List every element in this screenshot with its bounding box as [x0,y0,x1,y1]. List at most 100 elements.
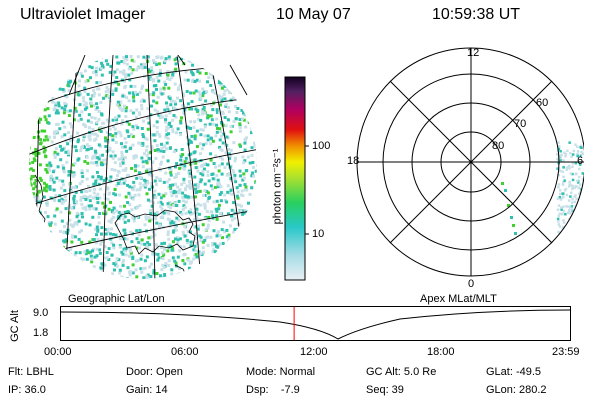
emission-pixel [34,281,37,284]
emission-pixel [29,104,33,108]
emission-pixel [128,193,132,197]
emission-pixel [34,209,38,213]
emission-pixel [220,81,224,85]
emission-pixel [164,261,168,265]
emission-pixel [220,77,224,81]
emission-pixel [62,239,66,243]
emission-pixel [109,154,113,158]
emission-pixel [132,99,136,103]
emission-pixel [134,90,137,94]
emission-pixel [167,237,171,241]
emission-pixel [80,257,84,261]
emission-pixel [72,198,76,202]
emission-pixel [212,162,216,165]
emission-pixel [130,58,134,62]
emission-pixel [29,158,30,162]
emission-pixel [206,134,210,138]
emission-pixel [142,183,146,187]
emission-pixel [232,230,236,234]
emission-pixel [189,55,193,59]
emission-pixel [29,103,33,106]
emission-pixel [200,282,203,285]
emission-pixel [57,104,61,108]
emission-pixel [35,210,39,214]
emission-pixel [37,120,41,124]
emission-pixel [218,274,222,278]
emission-pixel [122,217,126,221]
emission-pixel [188,269,192,273]
emission-pixel [245,67,249,71]
emission-pixel [124,73,128,77]
emission-pixel [237,249,241,253]
emission-pixel [54,111,58,115]
emission-pixel [226,80,230,84]
emission-pixel [158,223,162,227]
polar-emission-pixel [562,205,565,208]
emission-pixel [36,232,40,236]
emission-pixel [262,220,265,223]
emission-pixel [79,261,83,265]
polar-emission-pixel [567,210,571,213]
emission-pixel [164,192,168,196]
emission-pixel [89,97,93,101]
emission-pixel [225,57,229,61]
emission-pixel [171,240,175,244]
polar-emission-pixel [578,204,582,208]
emission-pixel [46,59,50,63]
emission-pixel [123,210,127,214]
emission-pixel [233,104,237,108]
emission-pixel [128,249,132,253]
emission-pixel [252,238,255,241]
emission-pixel [45,163,49,167]
emission-pixel [238,91,242,95]
emission-pixel [159,200,163,204]
emission-pixel [96,192,100,196]
emission-pixel [155,279,158,282]
emission-pixel [89,254,93,258]
emission-pixel [59,158,63,162]
emission-pixel [104,228,107,231]
emission-pixel [99,177,103,181]
emission-pixel [99,175,103,179]
emission-pixel [256,150,257,154]
emission-pixel [218,183,222,187]
emission-pixel [93,187,96,191]
emission-pixel [209,136,213,140]
emission-pixel [71,60,75,64]
emission-pixel [256,156,257,160]
emission-pixel [38,277,42,279]
emission-pixel [231,273,235,277]
emission-pixel [81,283,84,286]
emission-pixel [189,120,193,124]
emission-pixel [127,122,131,126]
emission-pixel [64,249,68,253]
emission-pixel [189,127,192,130]
emission-pixel [226,190,230,194]
emission-pixel [183,160,187,164]
emission-pixel [219,282,222,285]
emission-pixel [201,246,205,250]
emission-pixel [233,216,237,220]
emission-pixel [242,249,246,252]
emission-pixel [39,199,43,203]
emission-pixel [259,126,262,129]
emission-pixel [139,242,143,246]
emission-pixel [233,87,236,91]
emission-pixel [184,271,188,275]
emission-pixel [164,211,168,214]
emission-pixel [69,135,73,139]
emission-pixel [178,83,182,87]
emission-pixel [66,149,70,153]
emission-pixel [161,251,165,255]
emission-pixel [43,93,47,97]
emission-pixel [61,164,65,168]
emission-pixel [53,214,57,218]
polar-emission-pixel [557,220,560,223]
emission-pixel [53,78,56,82]
emission-pixel [36,269,40,273]
emission-pixel [41,75,45,79]
emission-pixel [243,67,247,71]
emission-pixel [133,166,137,170]
polar-emission-pixel [580,232,583,235]
emission-pixel [147,151,151,155]
